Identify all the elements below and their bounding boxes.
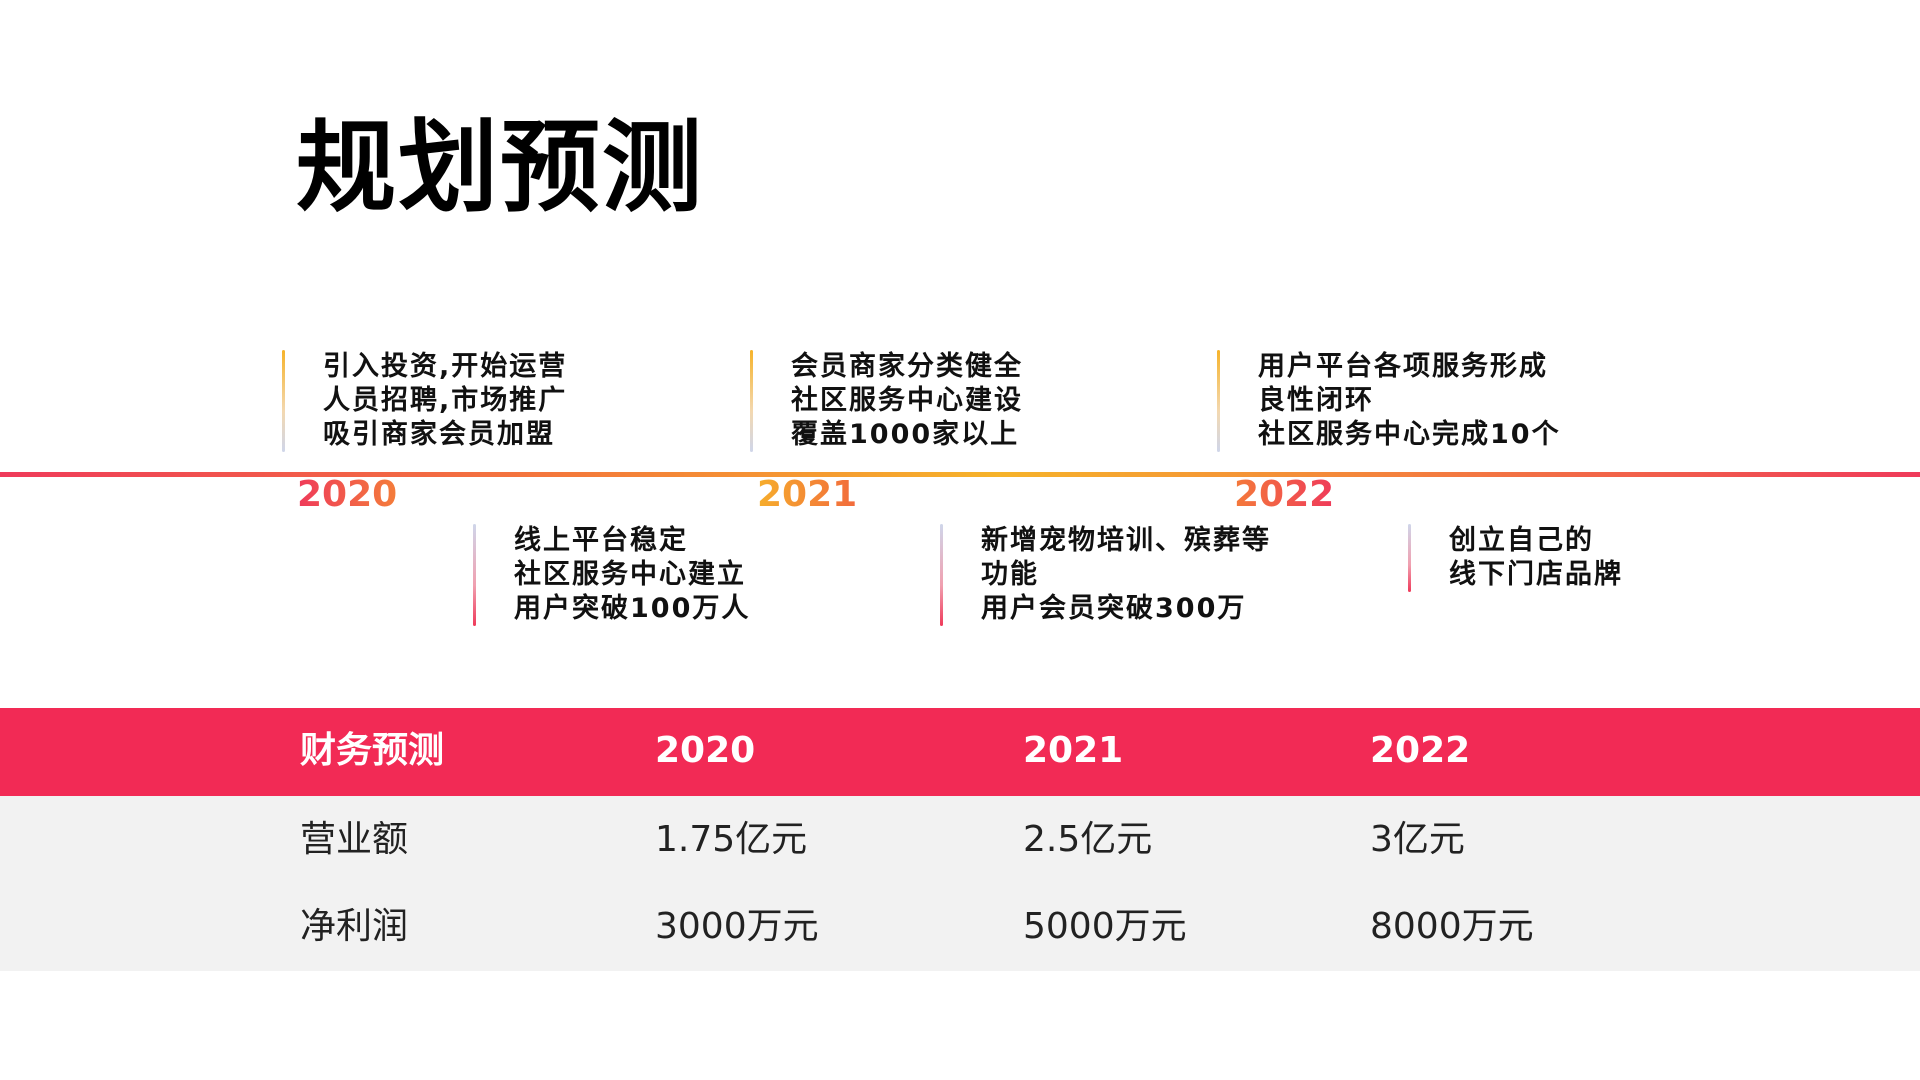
revenue-2021: 2.5亿元 <box>1023 819 1153 860</box>
event-text: 新增宠物培训、殡葬等 <box>981 525 1271 556</box>
event-text: 用户突破100万人 <box>514 593 751 624</box>
net-profit-label: 净利润 <box>300 906 409 947</box>
event-text: 社区服务中心完成10个 <box>1258 419 1561 450</box>
finance-header-label: 财务预测 <box>300 730 445 771</box>
timeline-event-2020-bottom: 线上平台稳定 社区服务中心建立 用户突破100万人 <box>473 524 750 626</box>
timeline-event-2021-top: 会员商家分类健全 社区服务中心建设 覆盖1000家以上 <box>750 350 1023 452</box>
event-marker <box>1217 350 1220 452</box>
event-marker <box>750 350 753 452</box>
event-text: 用户平台各项服务形成 <box>1258 351 1548 382</box>
finance-table-header <box>0 708 1920 796</box>
finance-header-2020: 2020 <box>655 730 756 771</box>
page-title: 规划预测 <box>296 109 704 226</box>
event-text: 用户会员突破300万 <box>981 593 1247 624</box>
event-text: 创立自己的 <box>1449 525 1594 556</box>
event-text: 吸引商家会员加盟 <box>323 419 555 450</box>
net-profit-2022: 8000万元 <box>1370 906 1534 947</box>
timeline-event-2020-top: 引入投资,开始运营 人员招聘,市场推广 吸引商家会员加盟 <box>282 350 567 452</box>
finance-header-2022: 2022 <box>1370 730 1471 771</box>
event-text: 功能 <box>981 559 1039 590</box>
event-marker <box>282 350 285 452</box>
event-text: 人员招聘,市场推广 <box>323 385 568 416</box>
event-text: 线上平台稳定 <box>514 525 688 556</box>
year-2021: 2021 <box>757 474 858 515</box>
timeline-event-2022-bottom: 创立自己的 线下门店品牌 <box>1408 524 1623 592</box>
event-text: 良性闭环 <box>1258 385 1374 416</box>
event-text: 社区服务中心建立 <box>514 559 746 590</box>
timeline-event-2021-bottom: 新增宠物培训、殡葬等 功能 用户会员突破300万 <box>940 524 1271 626</box>
net-profit-2020: 3000万元 <box>655 906 819 947</box>
finance-table-body <box>0 796 1920 971</box>
revenue-2020: 1.75亿元 <box>655 819 808 860</box>
timeline-event-2022-top: 用户平台各项服务形成 良性闭环 社区服务中心完成10个 <box>1217 350 1561 452</box>
timeline-line <box>0 472 1920 477</box>
event-marker <box>1408 524 1411 592</box>
event-text: 社区服务中心建设 <box>791 385 1023 416</box>
net-profit-2021: 5000万元 <box>1023 906 1187 947</box>
event-marker <box>940 524 943 626</box>
revenue-2022: 3亿元 <box>1370 819 1465 860</box>
event-text: 线下门店品牌 <box>1449 559 1623 590</box>
year-2020: 2020 <box>297 474 398 515</box>
revenue-label: 营业额 <box>300 819 409 860</box>
event-marker <box>473 524 476 626</box>
event-text: 会员商家分类健全 <box>791 351 1023 382</box>
event-text: 覆盖1000家以上 <box>791 419 1020 450</box>
event-text: 引入投资,开始运营 <box>323 351 568 382</box>
year-2022: 2022 <box>1234 474 1335 515</box>
finance-header-2021: 2021 <box>1023 730 1124 771</box>
